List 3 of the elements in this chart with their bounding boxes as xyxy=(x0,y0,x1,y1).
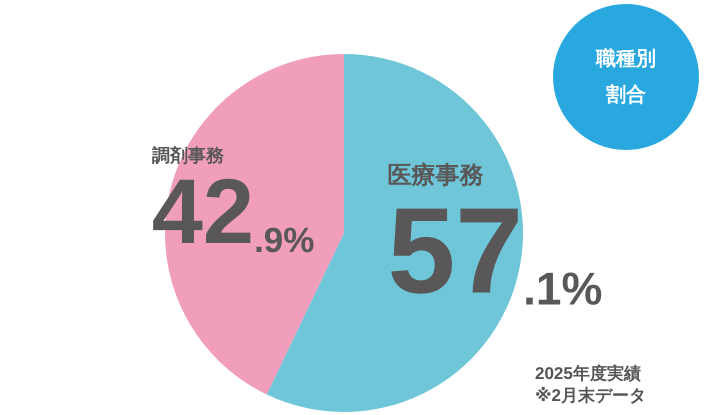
text: 2025年度実績 xyxy=(535,364,641,383)
text: ※2月末データ xyxy=(535,386,646,405)
text: 職種別割合 xyxy=(595,47,656,106)
